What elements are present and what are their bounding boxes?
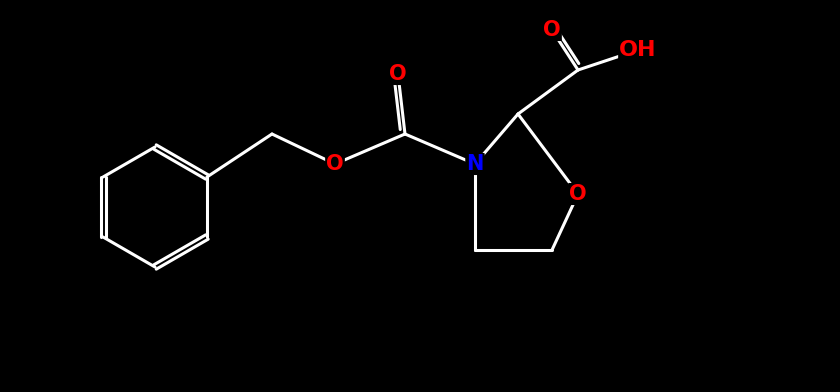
Text: OH: OH bbox=[619, 40, 657, 60]
Text: N: N bbox=[466, 154, 484, 174]
Text: O: O bbox=[326, 154, 344, 174]
Text: O: O bbox=[570, 184, 587, 204]
Text: O: O bbox=[543, 20, 561, 40]
Text: O: O bbox=[389, 64, 407, 84]
